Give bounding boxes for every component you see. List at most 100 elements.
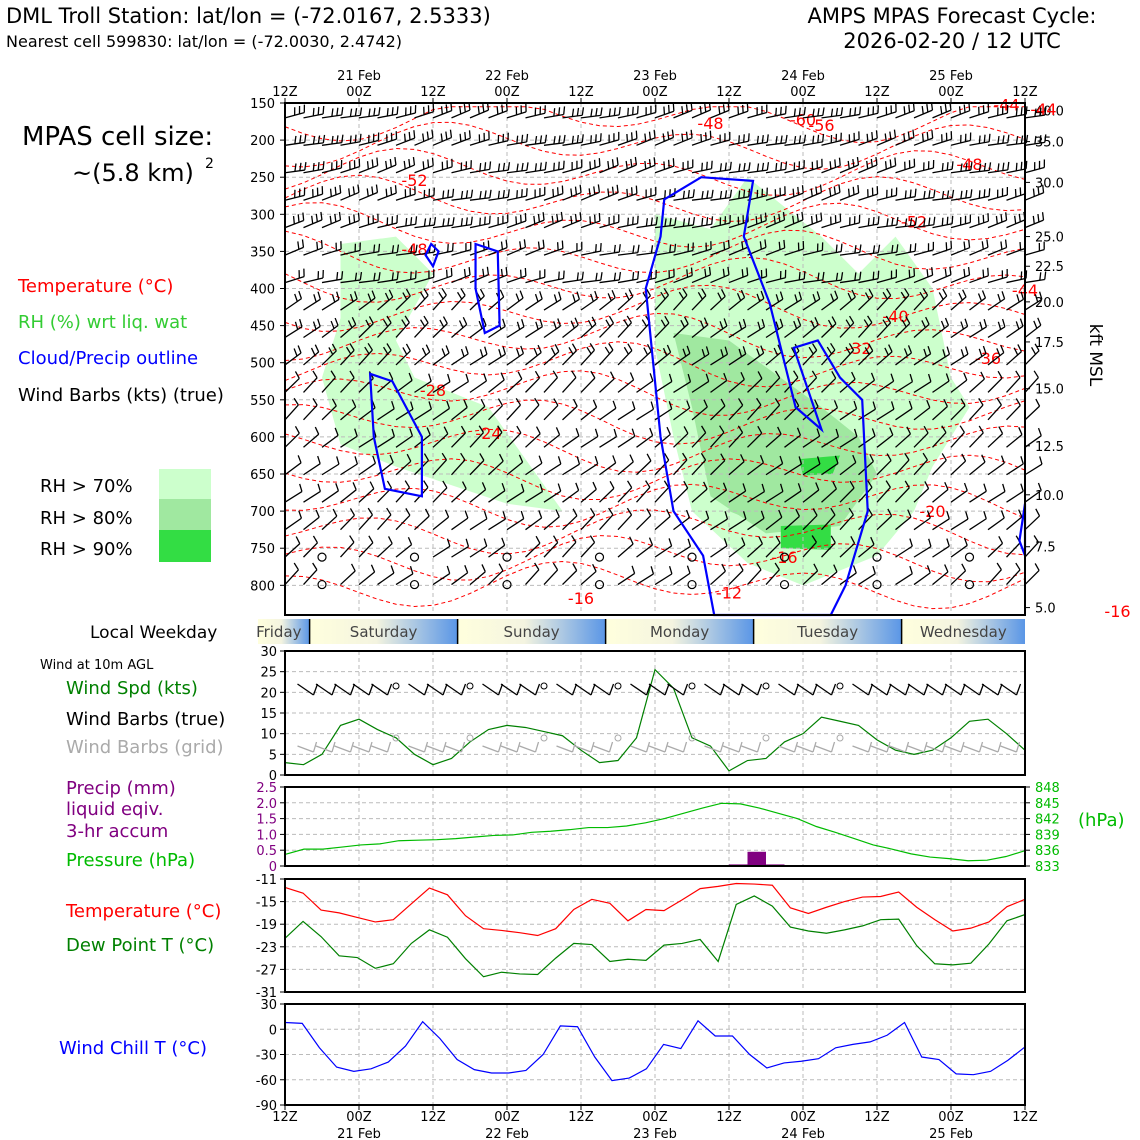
wind-barb bbox=[691, 346, 710, 366]
pressure-tick-label: 550 bbox=[250, 394, 275, 409]
wind-barb-flag bbox=[336, 272, 339, 281]
wind-barb-flag bbox=[478, 320, 483, 329]
wind-barb bbox=[395, 480, 411, 503]
wind-barb bbox=[784, 134, 807, 146]
wind-barb-staff bbox=[728, 326, 747, 339]
wind-barb-staff bbox=[284, 404, 299, 421]
wind-barb-staff bbox=[802, 570, 819, 586]
wind-barb-staff bbox=[321, 298, 340, 311]
wind-barb-flag bbox=[724, 346, 729, 355]
wind-barb bbox=[691, 510, 710, 531]
wind-barb bbox=[617, 401, 636, 421]
wind-barb-flag bbox=[960, 398, 966, 406]
wind-barb-grid bbox=[312, 741, 318, 753]
pressure-tick-label: 848 bbox=[1035, 781, 1060, 796]
wind-barb-flag bbox=[845, 346, 851, 355]
wind-barb bbox=[451, 425, 467, 448]
y-tick-label: 1.0 bbox=[256, 828, 277, 843]
wind-barb-staff bbox=[839, 514, 854, 531]
wind-barb-flag bbox=[431, 129, 434, 138]
wind-barb-flag bbox=[896, 244, 899, 253]
wind-barb bbox=[636, 537, 654, 558]
wind-barb bbox=[747, 371, 763, 393]
wind-barb-flag bbox=[904, 452, 910, 461]
wind-barb-staff bbox=[543, 542, 559, 558]
wind-barb-flag bbox=[339, 184, 342, 194]
wind-barb-flag bbox=[478, 425, 485, 433]
y-tick-label: 30 bbox=[260, 998, 277, 1013]
wind-barb-flag bbox=[1015, 321, 1020, 330]
wind-barb-flag bbox=[908, 400, 913, 409]
wind-barb bbox=[395, 372, 413, 393]
wind-barb bbox=[950, 189, 973, 201]
wind-barb-flag bbox=[871, 131, 874, 141]
wind-barb bbox=[895, 158, 916, 174]
wind-barb-flag bbox=[1000, 510, 1005, 519]
wind-barb-flag bbox=[574, 317, 579, 326]
wind-barb-flag bbox=[317, 291, 321, 300]
wind-barb-flag bbox=[775, 107, 777, 116]
wind-barb bbox=[525, 212, 545, 229]
kft-tick-label: 35.0 bbox=[1035, 136, 1064, 151]
wind-barb-flag bbox=[970, 162, 973, 171]
wind-barb bbox=[839, 131, 860, 146]
wind-barb-flag bbox=[926, 510, 931, 519]
weekday-name: Monday bbox=[650, 623, 709, 641]
wind-barb-true bbox=[886, 683, 892, 696]
wind-barb bbox=[303, 186, 324, 201]
wind-barb bbox=[469, 564, 486, 586]
wind-barb bbox=[303, 426, 320, 448]
wind-barb-flag bbox=[586, 346, 592, 355]
wind-barb-grid bbox=[812, 741, 817, 753]
wind-barb-grid bbox=[334, 745, 351, 753]
wind-barb-flag bbox=[329, 215, 332, 224]
wind-barb-staff bbox=[821, 542, 836, 558]
wind-barb-flag bbox=[351, 399, 357, 408]
wind-barb-flag bbox=[981, 454, 986, 463]
temperature-label: -52 bbox=[401, 171, 427, 190]
wind-barb-flag bbox=[385, 160, 388, 169]
wind-barb bbox=[654, 268, 675, 284]
wind-barb-flag bbox=[822, 107, 825, 116]
wind-barb-flag bbox=[515, 293, 520, 302]
wind-barb-flag bbox=[515, 216, 518, 225]
wind-barb-staff bbox=[876, 486, 891, 503]
wind-barb-staff bbox=[950, 405, 966, 421]
wind-barb-flag bbox=[815, 186, 818, 195]
wind-barb bbox=[506, 103, 527, 119]
wind-barb-flag bbox=[722, 482, 728, 491]
wind-barb bbox=[913, 288, 929, 311]
wind-barb-flag bbox=[592, 399, 598, 408]
wind-barb-flag bbox=[886, 218, 889, 227]
wind-barb-flag bbox=[575, 428, 580, 437]
wind-barb-grid bbox=[664, 741, 669, 753]
wind-barb-flag bbox=[946, 510, 950, 519]
wind-barb bbox=[358, 481, 375, 503]
wind-barb-flag bbox=[410, 271, 412, 280]
wind-barb bbox=[987, 187, 1009, 201]
wind-barb-flag bbox=[961, 453, 967, 462]
wind-barb-staff bbox=[617, 572, 635, 586]
wind-barb bbox=[895, 188, 917, 201]
wind-barb bbox=[802, 428, 821, 448]
wind-barb-staff bbox=[358, 462, 376, 476]
wind-barb-flag bbox=[572, 398, 578, 407]
wind-barb-true bbox=[796, 683, 814, 696]
wind-barb-flag bbox=[613, 428, 618, 437]
calm-wind-marker bbox=[836, 682, 844, 690]
wind-barb-staff bbox=[728, 432, 744, 448]
wind-barb-staff bbox=[636, 137, 656, 146]
y-tick-label: -31 bbox=[256, 986, 277, 1001]
wind-barb-staff bbox=[691, 138, 712, 146]
wind-barb-staff bbox=[599, 462, 617, 476]
wind-barb-flag bbox=[965, 162, 968, 171]
wind-barb-flag bbox=[460, 190, 464, 199]
wind-barb-flag bbox=[533, 215, 536, 224]
wind-barb-flag bbox=[331, 343, 337, 352]
wind-barb-flag bbox=[535, 426, 541, 435]
wind-barb bbox=[784, 106, 806, 119]
wind-barb-staff bbox=[377, 543, 393, 558]
wind-barb bbox=[728, 371, 745, 393]
wind-barb-staff bbox=[543, 277, 564, 284]
wind-barb-flag bbox=[667, 159, 670, 168]
